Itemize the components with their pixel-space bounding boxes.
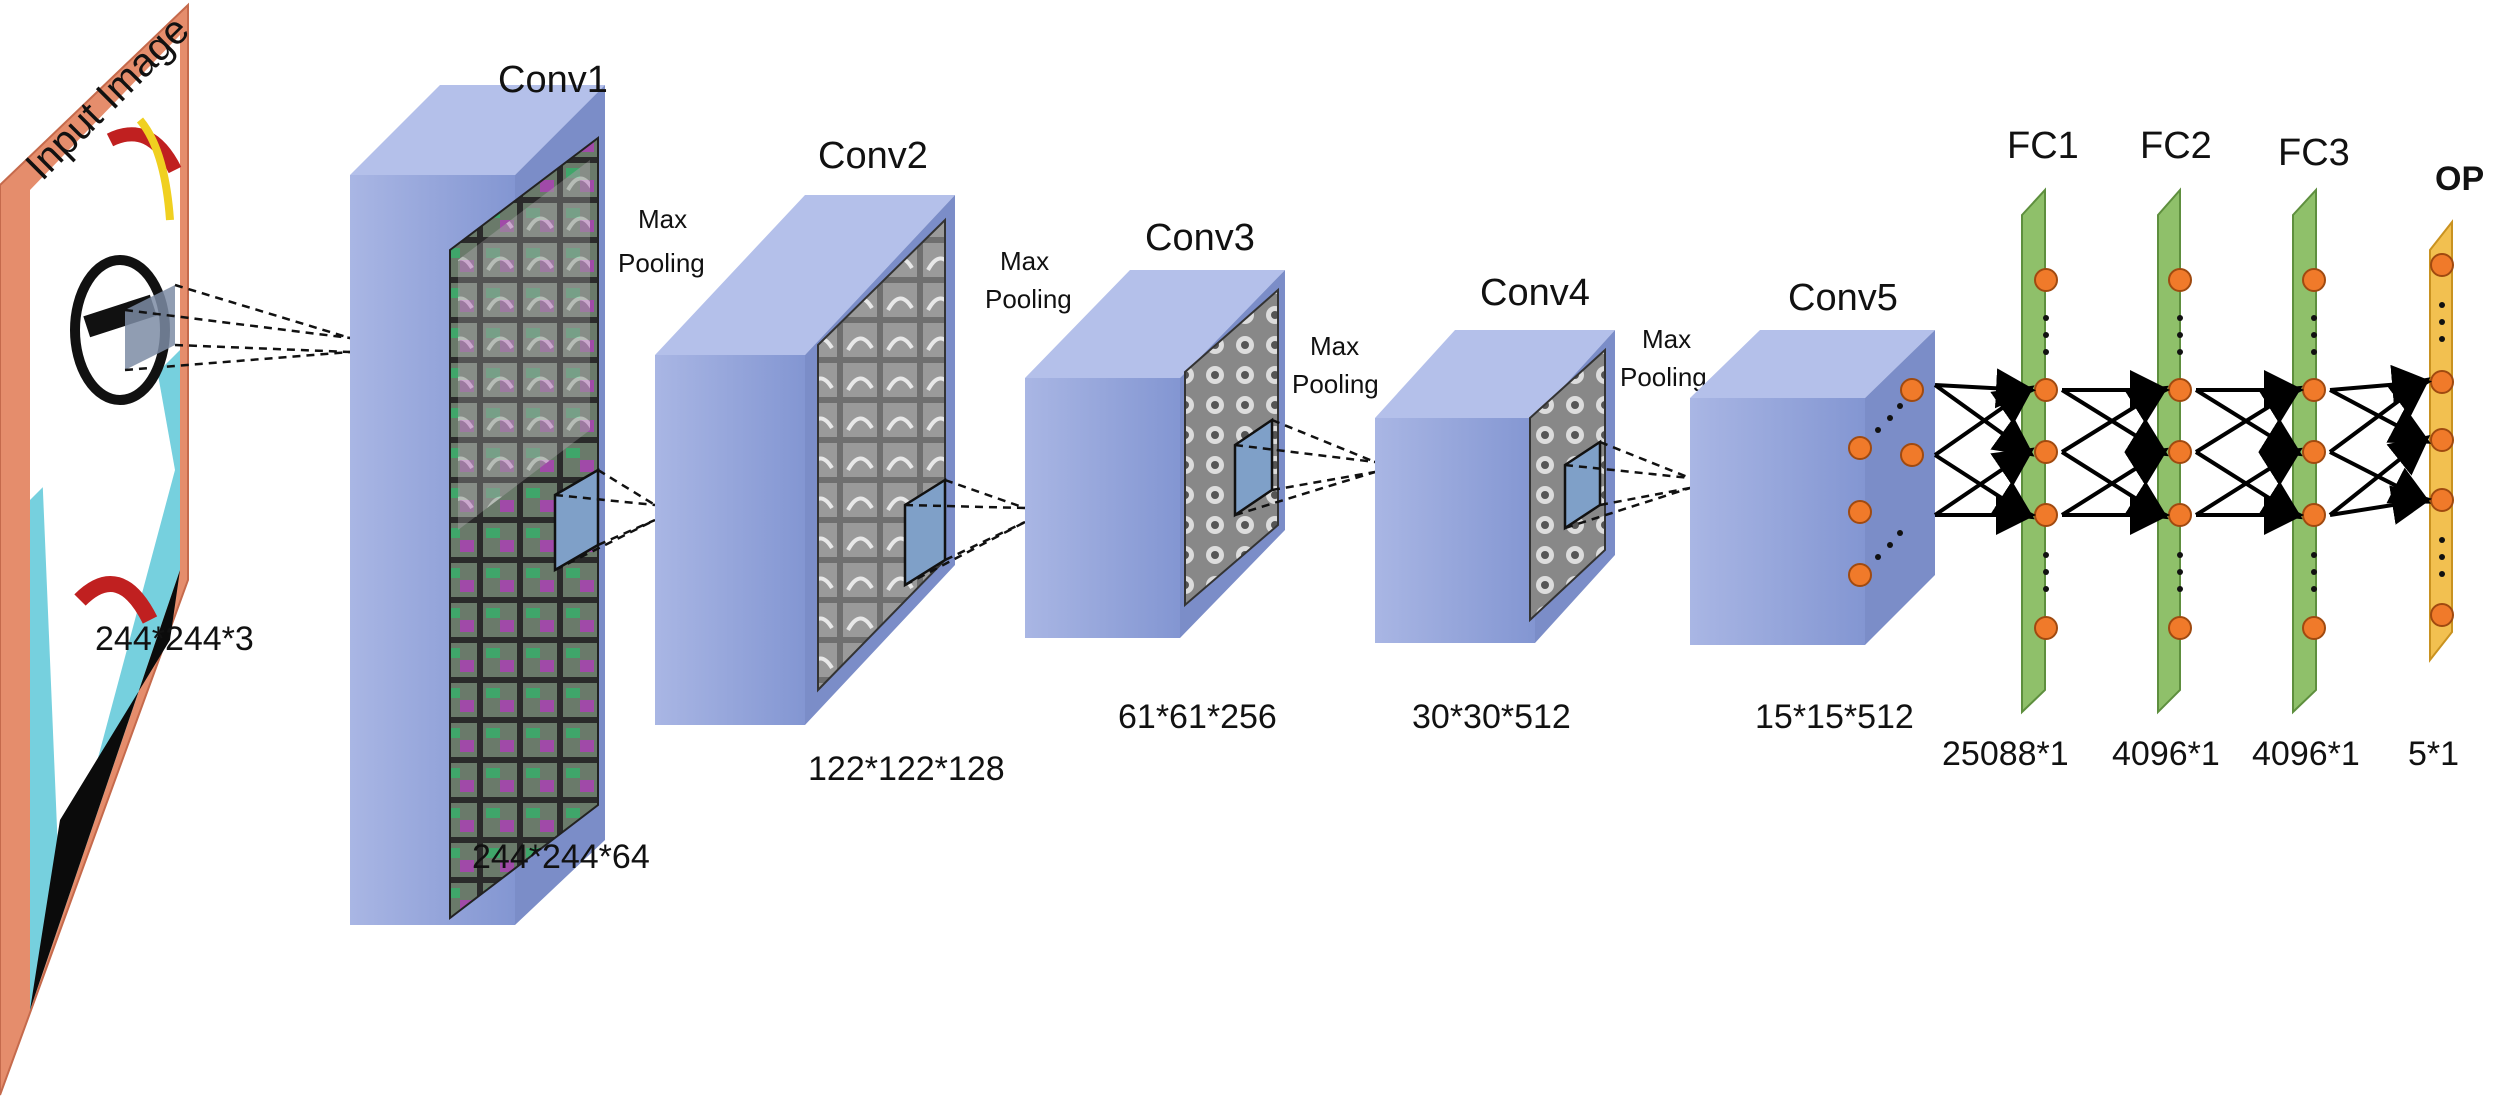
- input-dims-label: 244*244*3: [95, 620, 254, 658]
- conv1-block: [350, 85, 605, 925]
- conv5-neuron-dots: [1875, 403, 1903, 560]
- conv2-block: [655, 195, 955, 725]
- conv5-dims-label: 15*15*512: [1755, 698, 1914, 736]
- conv4-block: [1375, 330, 1615, 643]
- fc-connection-arrows: [1933, 364, 2432, 535]
- conv4-label: Conv4: [1480, 272, 1590, 314]
- conv3-label: Conv3: [1145, 217, 1255, 259]
- conv1-label: Conv1: [498, 59, 608, 101]
- pooling-label-3-line1: Max: [1310, 331, 1359, 361]
- flatten-dims-label: 25088*1: [1942, 735, 2069, 773]
- conv2-dims-label: 122*122*128: [808, 750, 1005, 788]
- projection-conv2-conv3: [904, 478, 1026, 587]
- conv5-label: Conv5: [1788, 277, 1898, 319]
- fc1-label: FC1: [2007, 125, 2079, 167]
- pooling-label-1-line1: Max: [638, 204, 687, 234]
- fc3-dims-label: 5*1: [2408, 735, 2459, 773]
- fc2-label: FC2: [2140, 125, 2212, 167]
- pooling-label-1-line2: Pooling: [618, 248, 705, 278]
- projection-conv3-conv4: [1234, 418, 1376, 517]
- fc-neurons: [2034, 268, 2326, 640]
- conv2-label: Conv2: [818, 135, 928, 177]
- pooling-label-4-line1: Max: [1642, 324, 1691, 354]
- projection-input-conv1: [124, 283, 351, 372]
- fc3-label: FC3: [2278, 132, 2350, 174]
- pooling-label-2-line2: Pooling: [985, 284, 1072, 314]
- pooling-label-2-line1: Max: [1000, 246, 1049, 276]
- projection-conv4-conv5: [1564, 440, 1691, 530]
- conv1-dims-label: 244*244*64: [472, 838, 650, 876]
- fc-ellipsis-dots: [2043, 302, 2445, 592]
- conv5-neurons: [1848, 378, 1924, 587]
- op-label: OP: [2435, 160, 2484, 198]
- conv3-block: [1025, 270, 1285, 638]
- conv5-block: [1690, 330, 1935, 645]
- fc1-dims-label: 4096*1: [2112, 735, 2220, 773]
- pooling-label-3-line2: Pooling: [1292, 369, 1379, 399]
- input-image: [0, 2, 189, 1096]
- conv3-dims-label: 61*61*256: [1118, 698, 1277, 736]
- projection-conv1-conv2: [554, 468, 656, 572]
- conv4-dims-label: 30*30*512: [1412, 698, 1571, 736]
- op-neurons: [2430, 253, 2454, 627]
- pooling-label-4-line2: Pooling: [1620, 362, 1707, 392]
- fc2-dims-label: 4096*1: [2252, 735, 2360, 773]
